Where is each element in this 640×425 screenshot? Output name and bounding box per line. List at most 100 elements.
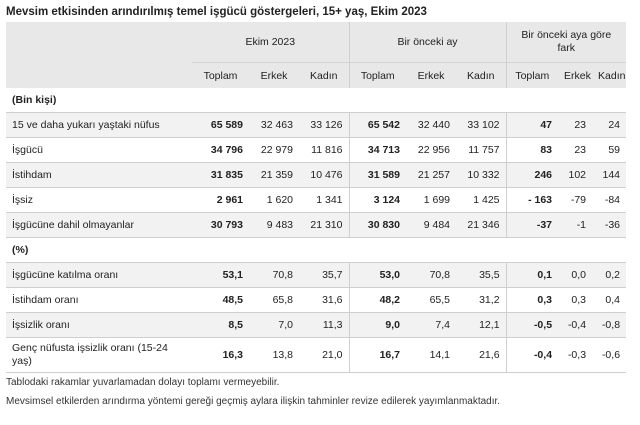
table-cell: 30 830 (348, 212, 406, 238)
table-cell: -84 (592, 187, 627, 213)
group-header-previous: Bir önceki ay (348, 22, 507, 63)
table-cell: 83 (505, 137, 559, 163)
table-cell: 21,0 (299, 337, 349, 373)
table-cell: 22 979 (249, 137, 299, 163)
footnote-rounding: Tablodaki rakamlar yuvarlamadan dolayı t… (6, 377, 280, 388)
table-cell: 59 (592, 137, 627, 163)
table-row: İstihdam oranı 48,5 65,8 31,6 48,2 65,5 31,2 0,… (6, 287, 627, 313)
table-row: İşgücüne katılma oranı 53,1 70,8 35,7 53,0 70… (6, 262, 627, 288)
table-cell: 65 589 (192, 112, 249, 138)
table-cell: 32 440 (406, 112, 456, 138)
table-row: 15 ve daha yukarı yaştaki nüfus 65 589 32 … (6, 112, 627, 138)
table-row: Genç nüfusta işsizlik oranı (15-24 yaş) 1… (6, 337, 627, 373)
table-cell: - 163 (505, 187, 559, 213)
table-cell: 32 463 (249, 112, 299, 138)
table-cell: 23 (558, 137, 593, 163)
table-cell: 9 484 (406, 212, 456, 238)
footnote-revision: Mevsimsel etkilerden arındırma yöntemi g… (6, 396, 501, 407)
table-cell: -0,4 (558, 312, 593, 338)
table-cell: 33 102 (456, 112, 507, 138)
table-cell: -79 (558, 187, 593, 213)
table-cell: 10 332 (456, 162, 507, 188)
table-cell: 11 757 (456, 137, 507, 163)
table-cell: 1 620 (249, 187, 299, 213)
table-cell: 12,1 (456, 312, 507, 338)
table-cell: -0,8 (592, 312, 627, 338)
group-header-current: Ekim 2023 (192, 22, 349, 63)
table-cell: 2 961 (192, 187, 249, 213)
table-cell: 13,8 (249, 337, 299, 373)
table-cell: 1 341 (299, 187, 349, 213)
table-cell: 0,2 (592, 262, 627, 288)
table-cell: 22 956 (406, 137, 456, 163)
table-cell: 1 699 (406, 187, 456, 213)
row-label: 15 ve daha yukarı yaştaki nüfus (6, 112, 192, 138)
table-cell: -36 (592, 212, 627, 238)
table-cell: 33 126 (299, 112, 349, 138)
table-cell: 144 (592, 162, 627, 188)
header-corner (6, 62, 192, 88)
table-cell: 7,4 (406, 312, 456, 338)
table-cell: 14,1 (406, 337, 456, 373)
table-cell: 0,0 (558, 262, 593, 288)
table-cell: -0,6 (592, 337, 627, 373)
table-cell: 48,2 (348, 287, 406, 313)
labour-indicators-table: Ekim 2023 Bir önceki ay Bir önceki aya g… (6, 22, 627, 373)
table-cell: 35,5 (456, 262, 507, 288)
subheader-female: Kadın (299, 62, 349, 88)
subheader-male: Erkek (406, 62, 456, 88)
row-label: İşsiz (6, 187, 192, 213)
table-row: İstihdam 31 835 21 359 10 476 31 589 21 257 10… (6, 162, 627, 188)
table-cell: 70,8 (249, 262, 299, 288)
table-cell: 65 542 (348, 112, 406, 138)
row-label: İşgücüne dahil olmayanlar (6, 212, 192, 238)
row-label: İstihdam oranı (6, 287, 192, 313)
table-cell: 9,0 (348, 312, 406, 338)
table-cell: 16,7 (348, 337, 406, 373)
table-cell: 31 589 (348, 162, 406, 188)
group-header-difference: Bir önceki aya göre fark (505, 22, 627, 63)
table-cell: 0,3 (505, 287, 559, 313)
table-cell: 16,3 (192, 337, 249, 373)
table-row: İşsizlik oranı 8,5 7,0 11,3 9,0 7,4 12,1 -0,5 -0… (6, 312, 627, 338)
subheader-female: Kadın (456, 62, 507, 88)
table-cell: -0,3 (558, 337, 593, 373)
table-cell: 1 425 (456, 187, 507, 213)
table-cell: 21 310 (299, 212, 349, 238)
table-cell: 23 (558, 112, 593, 138)
table-cell: 0,3 (558, 287, 593, 313)
table-cell: 0,1 (505, 262, 559, 288)
section-label-percent: (%) (6, 237, 627, 263)
table-cell: 21 257 (406, 162, 456, 188)
table-row: İşgücüne dahil olmayanlar 30 793 9 483 21 3… (6, 212, 627, 238)
table-cell: 70,8 (406, 262, 456, 288)
table-row: İşsiz 2 961 1 620 1 341 3 124 1 699 1 425- 163… (6, 187, 627, 213)
table-cell: 11,3 (299, 312, 349, 338)
table-cell: 53,0 (348, 262, 406, 288)
table-cell: 31 835 (192, 162, 249, 188)
table-cell: 11 816 (299, 137, 349, 163)
subheader-male: Erkek (558, 62, 593, 88)
table-cell: 7,0 (249, 312, 299, 338)
header-corner (6, 22, 192, 63)
section-label-thousand: (Bin kişi) (6, 88, 627, 113)
table-cell: 30 793 (192, 212, 249, 238)
table-cell: 35,7 (299, 262, 349, 288)
table-cell: 10 476 (299, 162, 349, 188)
table-cell: 53,1 (192, 262, 249, 288)
row-label: İşsizlik oranı (6, 312, 192, 338)
table-cell: 65,5 (406, 287, 456, 313)
table-cell: 3 124 (348, 187, 406, 213)
row-label: İşgücü (6, 137, 192, 163)
table-cell: 24 (592, 112, 627, 138)
table-cell: 0,4 (592, 287, 627, 313)
subheader-male: Erkek (249, 62, 299, 88)
table-cell: -1 (558, 212, 593, 238)
subheader-total: Toplam (192, 62, 249, 88)
subheader-total: Toplam (505, 62, 559, 88)
table-cell: -0,4 (505, 337, 559, 373)
subheader-female: Kadın (592, 62, 627, 88)
table-cell: 34 796 (192, 137, 249, 163)
table-cell: -37 (505, 212, 559, 238)
